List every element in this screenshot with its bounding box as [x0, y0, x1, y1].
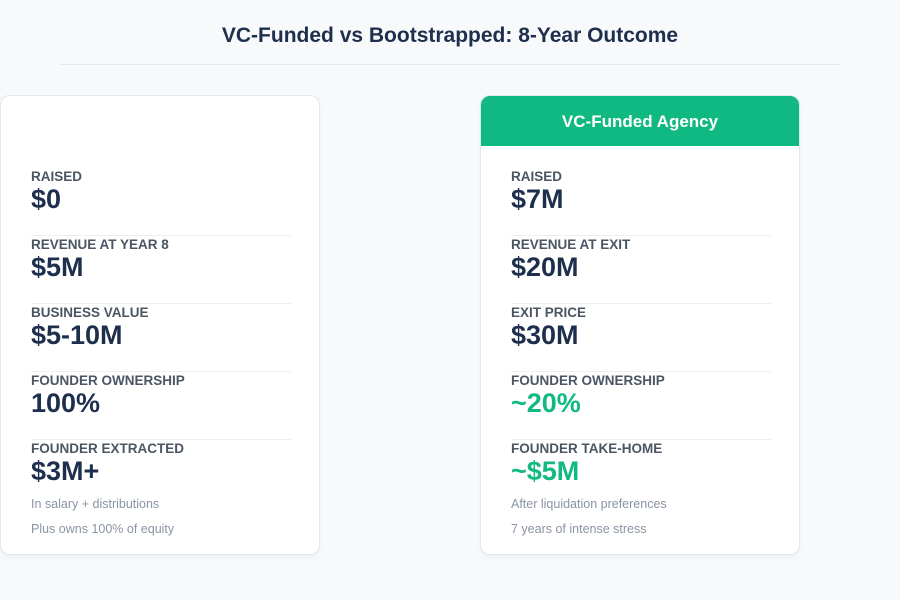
- note: Plus owns 100% of equity: [31, 522, 175, 536]
- metric-value: $7M: [511, 184, 564, 214]
- note: 7 years of intense stress: [511, 522, 647, 536]
- note: After liquidation preferences: [511, 497, 667, 511]
- metric-value: $30M: [511, 320, 579, 350]
- metric-label: RAISED: [511, 169, 563, 184]
- metric: FOUNDER TAKE-HOME ~$5M: [511, 440, 771, 496]
- metric-value: $0: [31, 184, 62, 214]
- metric: RAISED $0: [31, 168, 291, 236]
- card-header: VC-Funded Agency: [481, 96, 799, 146]
- metric-label: FOUNDER OWNERSHIP: [511, 373, 665, 388]
- metric-label: BUSINESS VALUE: [31, 305, 149, 320]
- metric: FOUNDER EXTRACTED $3M+: [31, 440, 291, 496]
- metric-value: ~20%: [511, 388, 581, 418]
- metric-value: $20M: [511, 252, 579, 282]
- metric: REVENUE AT EXIT $20M: [511, 236, 771, 304]
- metric: FOUNDER OWNERSHIP ~20%: [511, 372, 771, 440]
- metric-value: $5M: [31, 252, 84, 282]
- metric-value: 100%: [31, 388, 101, 418]
- item-list: RAISED $0 REVENUE AT YEAR 8 $5M BUSINESS VAL…: [1, 146, 319, 496]
- metric: FOUNDER OWNERSHIP 100%: [31, 372, 291, 440]
- card-header: Bootstrapped Agency: [71, 112, 248, 131]
- metric: BUSINESS VALUE $5-10M: [31, 304, 291, 372]
- metric-value: ~$5M: [511, 456, 580, 486]
- metric: EXIT PRICE $30M: [511, 304, 771, 372]
- note: In salary + distributions: [31, 497, 160, 511]
- card: VC-Funded Agency RAISED $7M REVENUE AT EXIT…: [480, 95, 800, 555]
- item-list: RAISED $7M REVENUE AT EXIT $20M EXIT PRICE $3…: [481, 146, 799, 496]
- divider: [60, 64, 840, 65]
- metric-label: FOUNDER EXTRACTED: [31, 441, 185, 456]
- title: VC-Funded vs Bootstrapped: 8-Year Outcom…: [221, 24, 679, 47]
- metric-label: RAISED: [31, 169, 83, 184]
- metric-label: EXIT PRICE: [511, 305, 587, 320]
- metric-label: REVENUE AT YEAR 8: [31, 237, 169, 252]
- metric-value: $5-10M: [31, 320, 123, 350]
- metric-label: FOUNDER TAKE-HOME: [511, 441, 663, 456]
- metric: REVENUE AT YEAR 8 $5M: [31, 236, 291, 304]
- card: Bootstrapped Agency RAISED $0 REVENUE AT YE…: [0, 95, 320, 555]
- metric: RAISED $7M: [511, 168, 771, 236]
- metric-value: $3M+: [31, 456, 100, 486]
- metric-label: FOUNDER OWNERSHIP: [31, 373, 185, 388]
- metric-label: REVENUE AT EXIT: [511, 237, 631, 252]
